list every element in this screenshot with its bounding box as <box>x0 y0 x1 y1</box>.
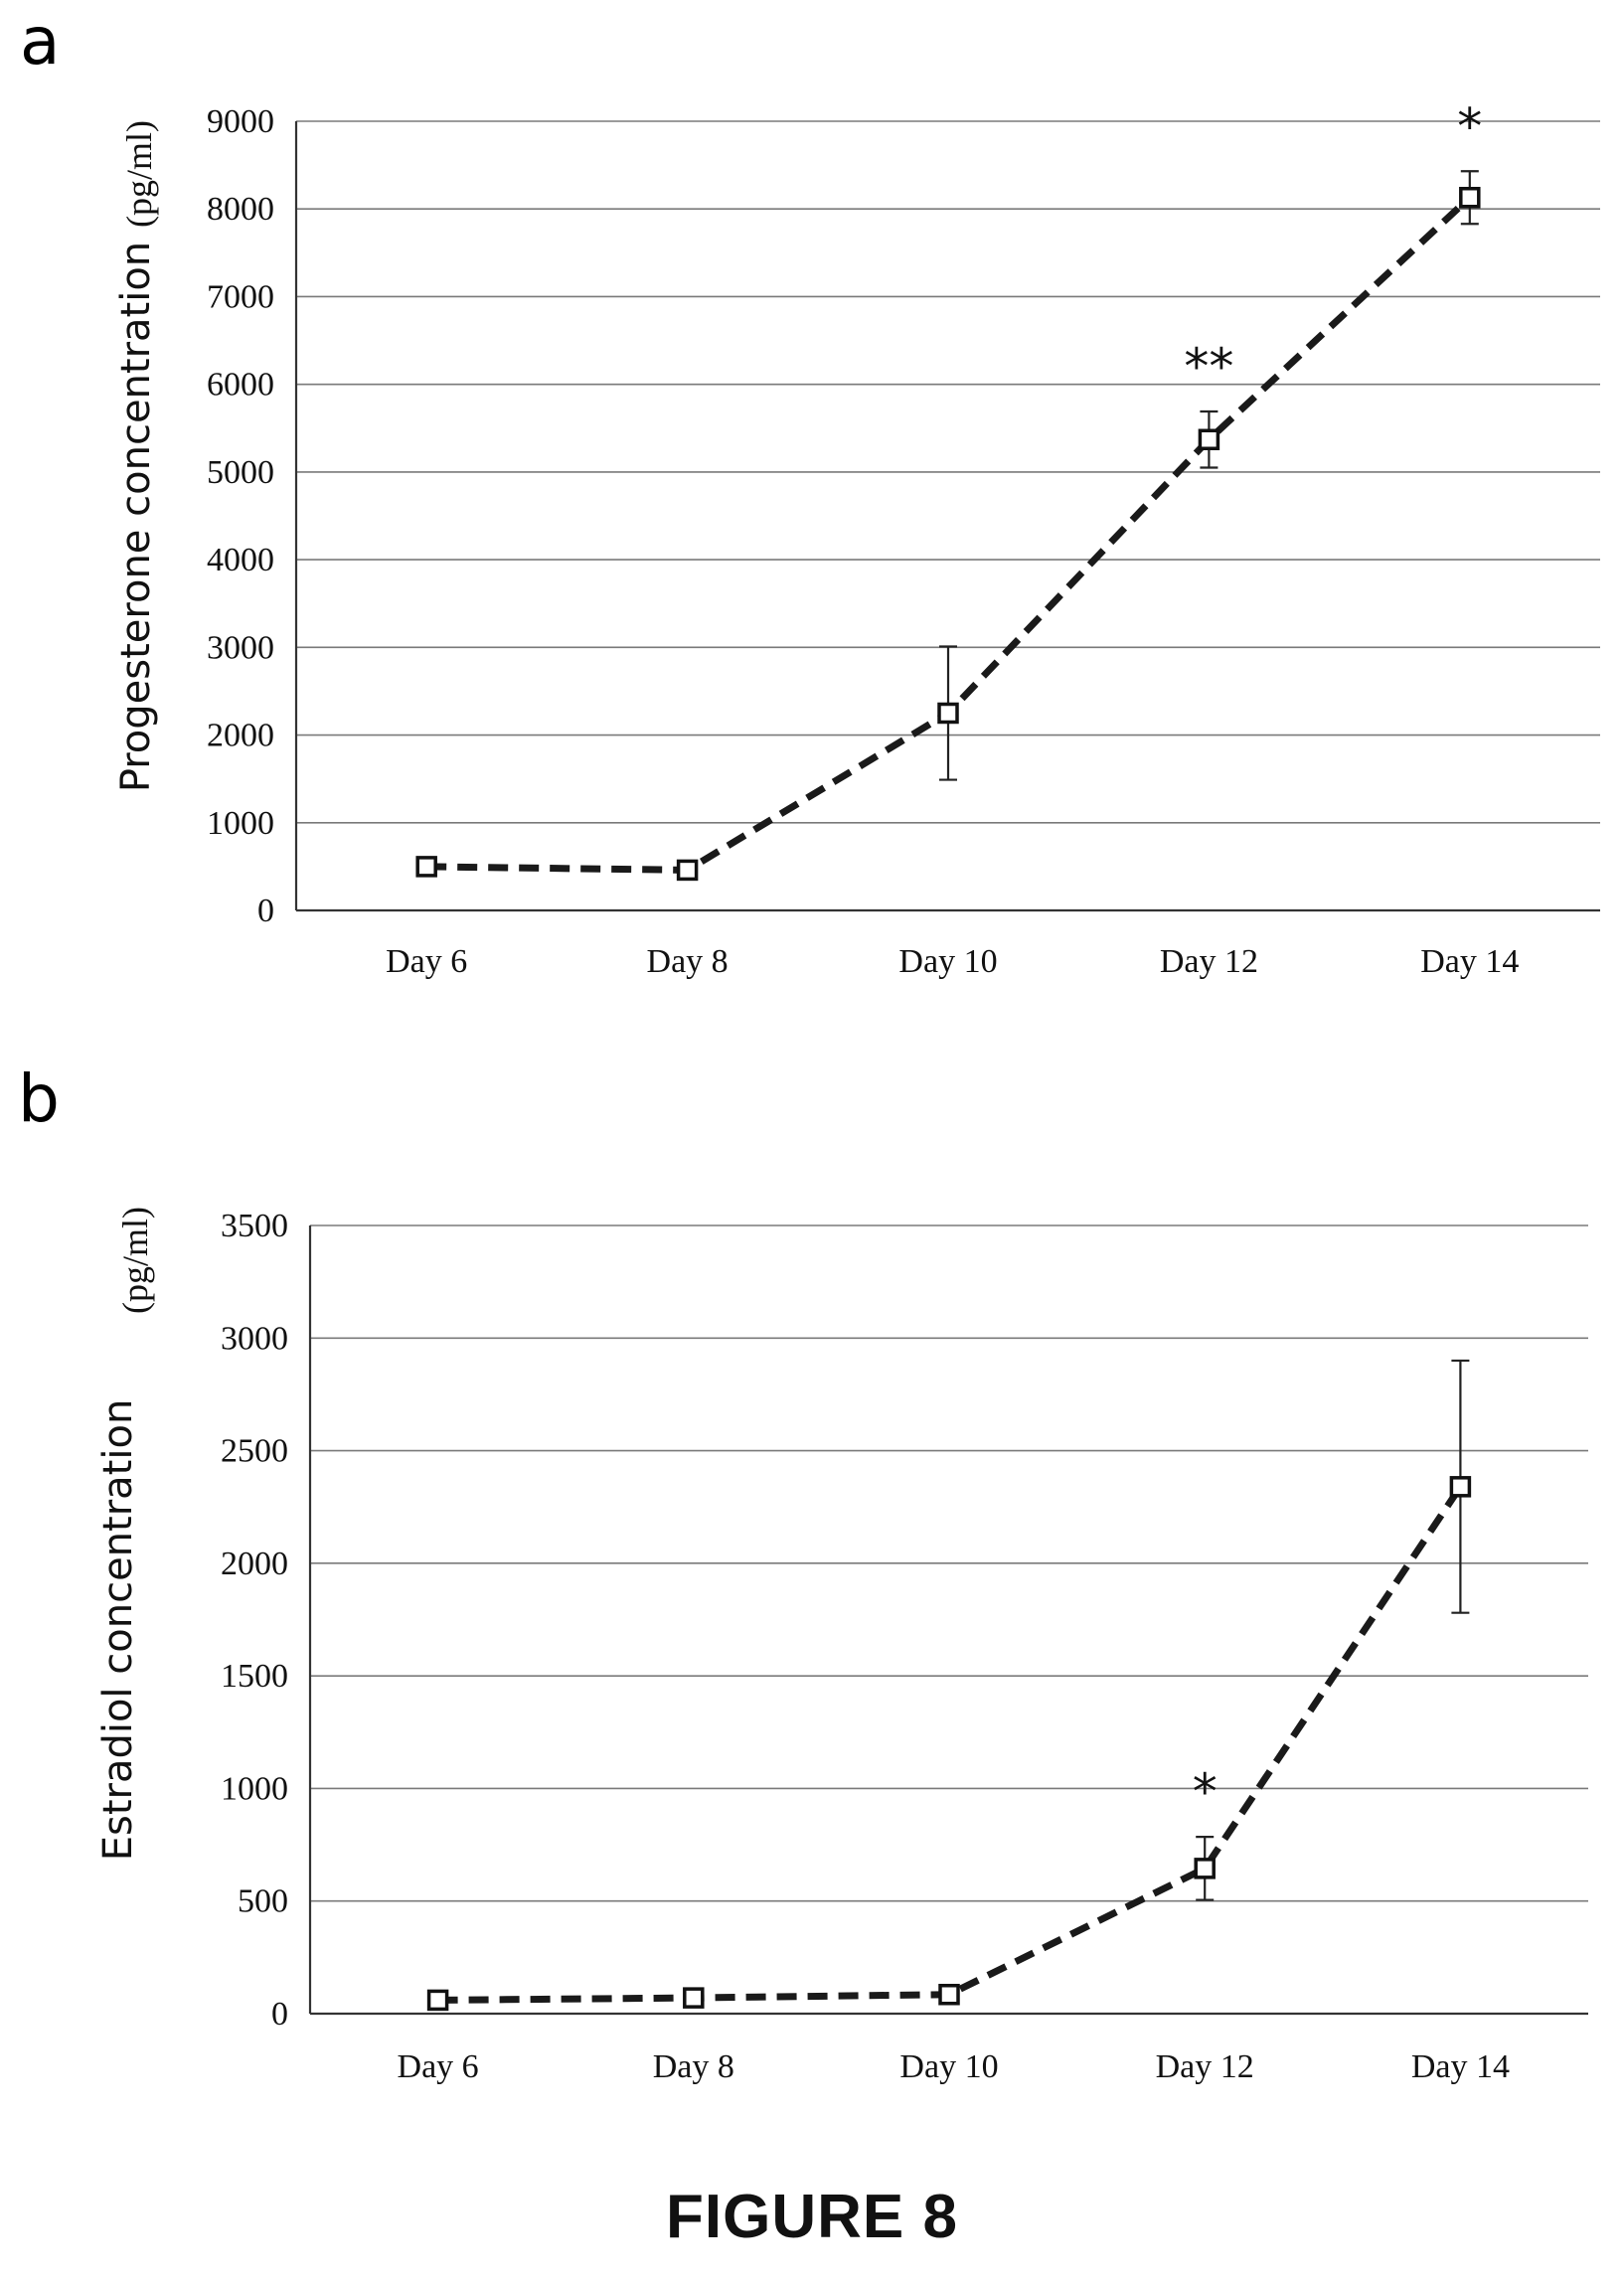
y-tick-label: 5000 <box>207 454 274 491</box>
y-tick-label: 2000 <box>221 1546 288 1582</box>
x-tick-label: Day 14 <box>1411 2048 1510 2085</box>
figure-caption: FIGURE 8 <box>666 2183 958 2251</box>
x-tick-label: Day 6 <box>386 943 467 980</box>
x-tick-label: Day 10 <box>899 2048 998 2085</box>
y-tick-label: 3500 <box>221 1208 288 1244</box>
panel-letter: a <box>20 3 60 80</box>
data-point <box>415 856 437 878</box>
x-tick-label: Day 10 <box>898 943 997 980</box>
data-point <box>676 859 699 882</box>
y-tick-label: 1500 <box>221 1658 288 1695</box>
x-tick-label: Day 8 <box>653 2048 734 2085</box>
y-tick-label: 9000 <box>207 103 274 140</box>
x-tick-label: Day 8 <box>647 943 729 980</box>
chart-panel-b: b 0 500 1000 1500 2000 2500 3000 3500 Day 6 Day 8 D… <box>18 1060 1588 2085</box>
data-point <box>1459 187 1481 209</box>
y-axis-unit: (pg/ml) <box>115 1207 155 1314</box>
data-point <box>683 1987 705 2009</box>
data-point <box>1449 1476 1472 1498</box>
chart-panel-a: a 0 1000 2000 3000 4000 5000 6000 7000 8000 9000 Da… <box>20 3 1600 980</box>
data-point <box>1198 428 1220 450</box>
y-tick-label: 500 <box>238 1883 288 1920</box>
y-tick-label: 8000 <box>207 191 274 228</box>
y-tick-label: 0 <box>271 1996 288 2033</box>
y-axis-label: Estradiol concentration <box>95 1399 141 1862</box>
y-tick-label: 1000 <box>221 1770 288 1807</box>
x-tick-label: Day 14 <box>1420 943 1519 980</box>
significance-annotation: * <box>1457 97 1482 155</box>
y-tick-label: 0 <box>257 893 274 929</box>
y-axis-label: Progesterone concentration <box>113 242 159 792</box>
panel-letter: b <box>18 1060 60 1137</box>
y-tick-label: 1000 <box>207 805 274 842</box>
y-tick-label: 6000 <box>207 367 274 404</box>
significance-annotation: ** <box>1184 338 1233 396</box>
data-point <box>1194 1858 1216 1879</box>
y-tick-label: 2000 <box>207 718 274 754</box>
y-tick-label: 4000 <box>207 542 274 578</box>
y-tick-label: 3000 <box>207 629 274 666</box>
y-axis-unit: (pg/ml) <box>119 120 159 228</box>
significance-annotation: * <box>1193 1763 1218 1821</box>
x-tick-label: Day 12 <box>1156 2048 1254 2085</box>
y-tick-label: 7000 <box>207 278 274 315</box>
data-point <box>937 702 959 725</box>
y-tick-label: 3000 <box>221 1320 288 1357</box>
data-point <box>426 1989 449 2012</box>
x-tick-label: Day 6 <box>398 2048 479 2085</box>
data-point <box>938 1983 960 2006</box>
x-tick-label: Day 12 <box>1160 943 1258 980</box>
y-tick-label: 2500 <box>221 1433 288 1470</box>
